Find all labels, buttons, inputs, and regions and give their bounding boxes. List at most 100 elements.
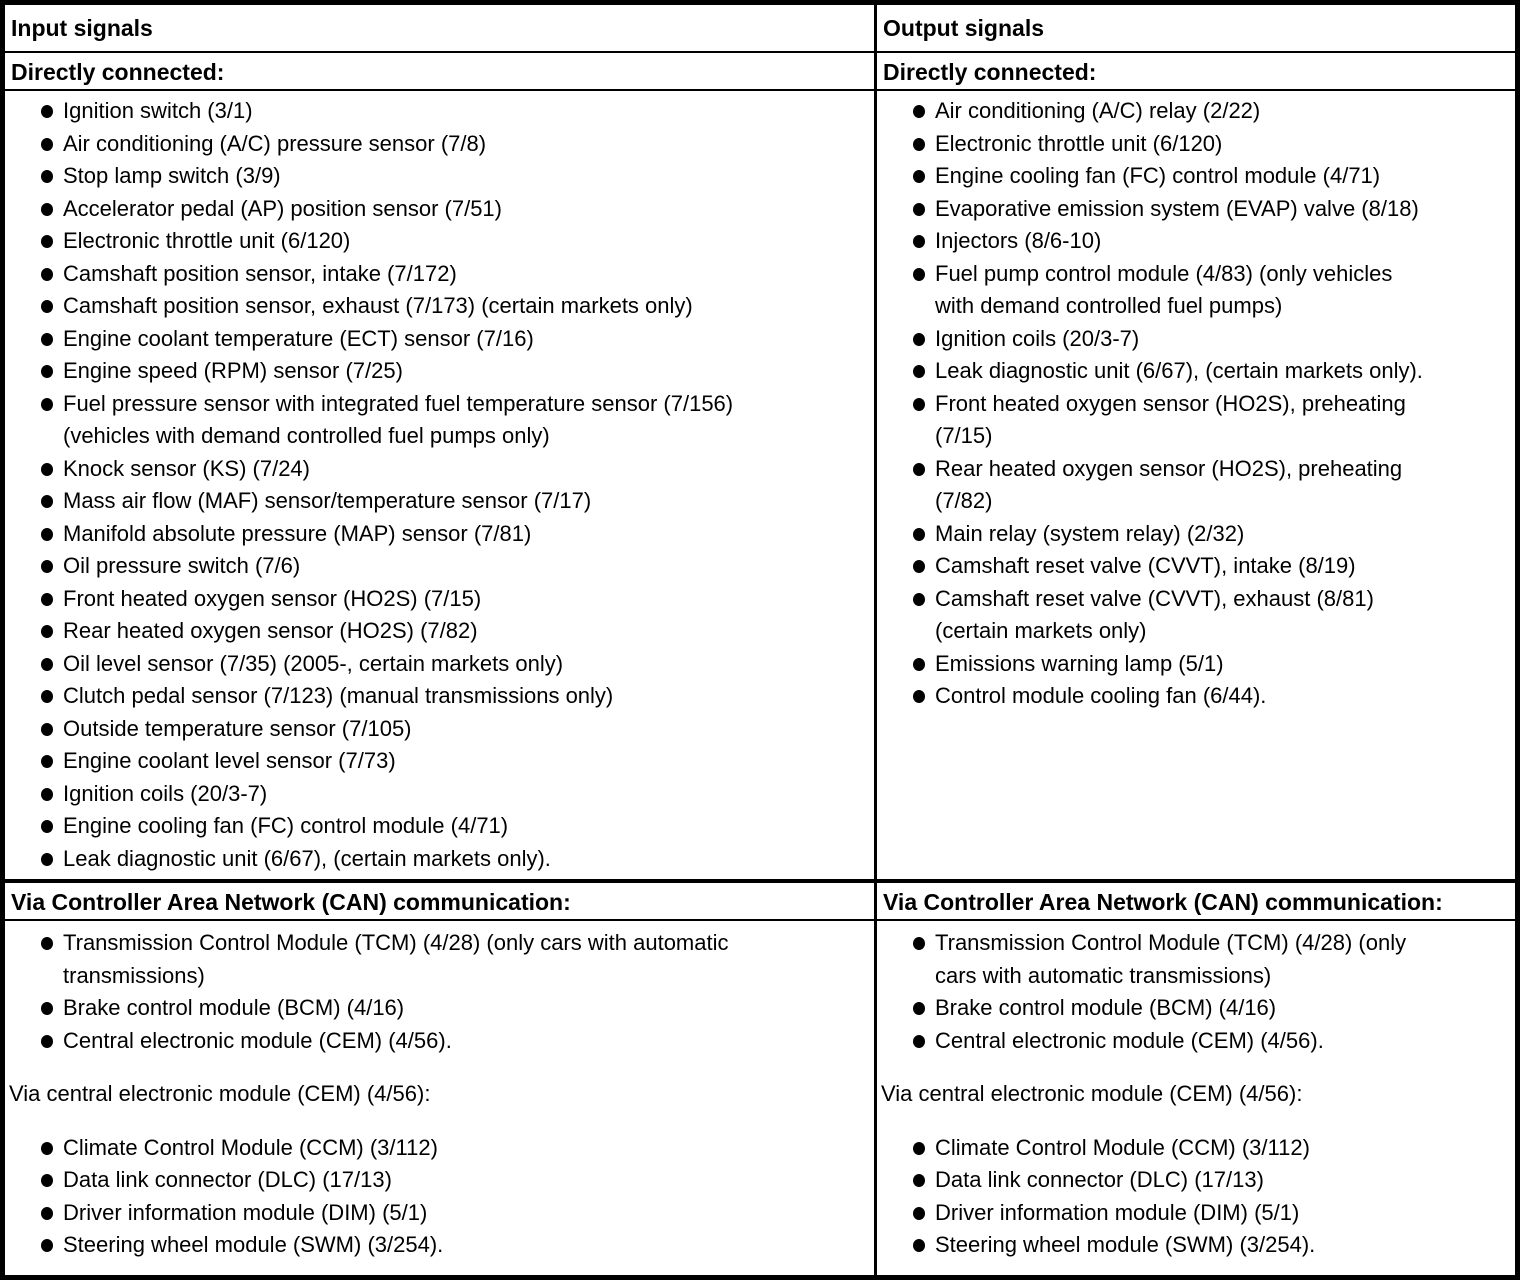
bullet-icon [41,137,53,151]
signal-list-item: Leak diagnostic unit (6/67), (certain ma… [5,843,874,876]
signal-list-item: Central electronic module (CEM) (4/56). [877,1025,1515,1058]
output-directly-connected-list-cell: Air conditioning (A/C) relay (2/22) Elec… [874,91,1515,879]
directly-connected-lists-row: Ignition switch (3/1) Air conditioning (… [5,89,1515,879]
bullet-icon [41,397,53,411]
bullet-icon [41,202,53,216]
bullet-icon [41,820,53,833]
bullet-icon [41,592,53,606]
bullet-icon [913,1002,925,1015]
bullet-icon [913,462,925,476]
signal-list-item: Mass air flow (MAF) sensor/temperature s… [5,485,874,518]
signal-list-item: Knock sensor (KS) (7/24) [5,453,874,486]
input-directly-connected-label: Directly connected: [11,59,225,85]
bullet-icon [41,937,53,950]
signal-list-item: Air conditioning (A/C) pressure sensor (… [5,128,874,161]
bullet-icon [913,1206,925,1220]
signal-list-item: Ignition coils (20/3-7) [877,323,1515,356]
output-via-cem-label: Via central electronic module (CEM) (4/5… [881,1081,1303,1106]
signal-list-item: Engine cooling fan (FC) control module (… [5,810,874,843]
signal-list-item: Ignition coils (20/3-7) [5,778,874,811]
output-can-list: Transmission Control Module (TCM) (4/28)… [877,927,1515,1057]
bullet-icon [41,1239,53,1252]
signal-list-item: Front heated oxygen sensor (HO2S), prehe… [877,388,1515,453]
signal-list-item: Oil level sensor (7/35) (2005-, certain … [5,648,874,681]
output-directly-connected-label: Directly connected: [883,59,1097,85]
bullet-icon [913,235,925,248]
signal-list-item: Climate Control Module (CCM) (3/112) [5,1132,874,1165]
signal-list-item: Front heated oxygen sensor (HO2S) (7/15) [5,583,874,616]
signal-list-item: Air conditioning (A/C) relay (2/22) [877,95,1515,128]
signal-list-item: Clutch pedal sensor (7/123) (manual tran… [5,680,874,713]
bullet-icon [913,365,925,378]
signal-list-item: Camshaft position sensor, exhaust (7/173… [5,290,874,323]
output-directly-connected-cell: Directly connected: [874,53,1515,89]
bullet-icon [41,625,53,638]
signal-list-item: Rear heated oxygen sensor (HO2S), prehea… [877,453,1515,518]
signal-list-item: Transmission Control Module (TCM) (4/28)… [877,927,1515,992]
bullet-icon [913,1239,925,1252]
input-directly-connected-list-cell: Ignition switch (3/1) Air conditioning (… [5,91,874,879]
bullet-icon [41,105,53,118]
bullet-icon [913,592,925,606]
output-directly-connected-list: Air conditioning (A/C) relay (2/22) Elec… [877,95,1515,713]
bullet-icon [41,755,53,768]
signal-list-item: Oil pressure switch (7/6) [5,550,874,583]
signal-list-item: Steering wheel module (SWM) (3/254). [5,1229,874,1262]
output-via-cem-list: Climate Control Module (CCM) (3/112) Dat… [877,1132,1515,1262]
directly-connected-header-row: Directly connected: Directly connected: [5,51,1515,89]
signal-list-item: Fuel pressure sensor with integrated fue… [5,388,874,453]
signal-list-item: Electronic throttle unit (6/120) [877,128,1515,161]
bullet-icon [913,690,925,703]
signal-list-item: Data link connector (DLC) (17/13) [877,1164,1515,1197]
signal-list-item: Steering wheel module (SWM) (3/254). [877,1229,1515,1262]
bullet-icon [41,170,53,183]
signal-list-item: Engine coolant temperature (ECT) sensor … [5,323,874,356]
bullet-icon [913,137,925,151]
bullet-icon [913,1174,925,1187]
input-via-cem-list: Climate Control Module (CCM) (3/112) Dat… [5,1132,874,1262]
bullet-icon [913,332,925,346]
bullet-icon [41,1002,53,1015]
bullet-icon [41,332,53,346]
signal-list-item: Camshaft position sensor, intake (7/172) [5,258,874,291]
bullet-icon [41,722,53,736]
bullet-icon [41,560,53,573]
signal-list-item: Central electronic module (CEM) (4/56). [5,1025,874,1058]
signal-list-item: Outside temperature sensor (7/105) [5,713,874,746]
signal-list-item: Ignition switch (3/1) [5,95,874,128]
signal-list-item: Engine speed (RPM) sensor (7/25) [5,355,874,388]
signal-list-item: Injectors (8/6-10) [877,225,1515,258]
bullet-icon [41,235,53,248]
bullet-icon [41,1141,53,1155]
bullet-icon [41,365,53,378]
bullet-icon [913,267,925,281]
signal-list-item: Driver information module (DIM) (5/1) [877,1197,1515,1230]
signal-list-item: Climate Control Module (CCM) (3/112) [877,1132,1515,1165]
signal-list-item: Camshaft reset valve (CVVT), exhaust (8/… [877,583,1515,648]
bullet-icon [913,527,925,541]
input-can-label: Via Controller Area Network (CAN) commun… [11,889,571,915]
bullet-icon [41,1206,53,1220]
input-directly-connected-cell: Directly connected: [5,53,874,89]
signal-list-item: Manifold absolute pressure (MAP) sensor … [5,518,874,551]
signal-list-item: Stop lamp switch (3/9) [5,160,874,193]
bullet-icon [913,397,925,411]
signal-list-item: Main relay (system relay) (2/32) [877,518,1515,551]
can-header-row: Via Controller Area Network (CAN) commun… [5,879,1515,919]
input-via-cem-label: Via central electronic module (CEM) (4/5… [9,1081,431,1106]
input-header-cell: Input signals [5,5,874,51]
signal-list-item: Rear heated oxygen sensor (HO2S) (7/82) [5,615,874,648]
bullet-icon [41,462,53,476]
bullet-icon [41,527,53,541]
output-can-list-cell: Transmission Control Module (TCM) (4/28)… [874,921,1515,1275]
bullet-icon [41,690,53,703]
input-directly-connected-list: Ignition switch (3/1) Air conditioning (… [5,95,874,875]
bullet-icon [913,1034,925,1048]
signal-list-item: Brake control module (BCM) (4/16) [5,992,874,1025]
signal-list-item: Driver information module (DIM) (5/1) [5,1197,874,1230]
signal-list-item: Fuel pump control module (4/83) (only ve… [877,258,1515,323]
table-header-row: Input signals Output signals [5,5,1515,51]
bullet-icon [41,1174,53,1187]
output-can-label: Via Controller Area Network (CAN) commun… [883,889,1443,915]
bullet-icon [913,105,925,118]
